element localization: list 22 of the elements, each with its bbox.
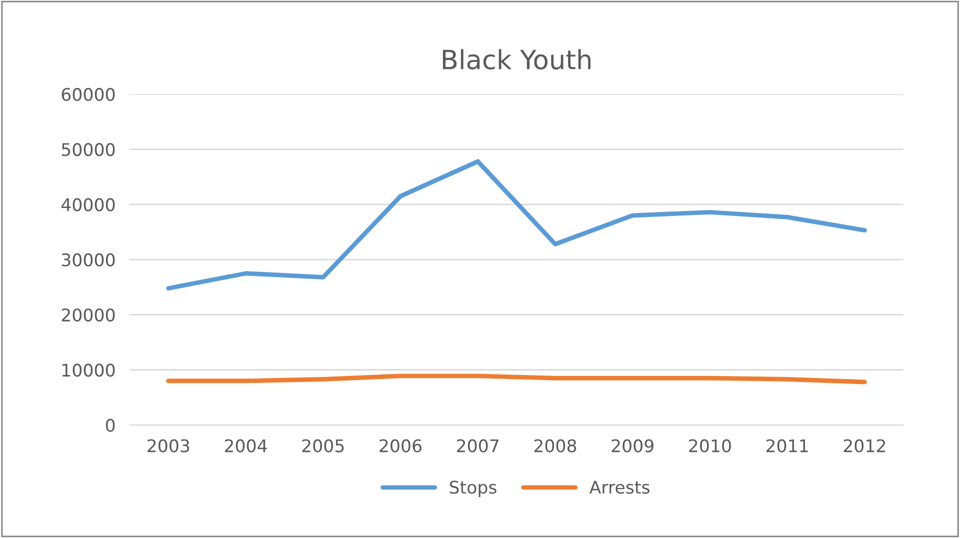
line-series <box>166 374 867 384</box>
x-tick-label: 2006 <box>380 439 422 452</box>
chart-title: Black Youth <box>442 49 590 70</box>
x-tick-label: 2003 <box>148 439 190 452</box>
legend-label: Arrests <box>589 480 650 494</box>
y-tick-label: 20000 <box>62 308 115 322</box>
x-tick-label: 2011 <box>766 439 808 452</box>
x-tick-label: 2008 <box>534 439 576 452</box>
line-series <box>166 159 867 290</box>
y-tick-label: 0 <box>106 418 115 432</box>
y-tick-label: 60000 <box>62 88 115 101</box>
y-tick-label: 40000 <box>61 198 115 212</box>
x-tick-label: 2009 <box>612 439 654 452</box>
legend-label: Stops <box>450 480 496 498</box>
x-tick-label: 2012 <box>844 439 886 452</box>
x-tick-label: 2007 <box>457 439 498 452</box>
x-tick-label: 2005 <box>302 439 344 452</box>
y-tick-label: 30000 <box>62 253 115 266</box>
y-tick-label: 50000 <box>62 143 115 156</box>
x-tick-label: 2004 <box>224 439 267 452</box>
y-tick-label: 10000 <box>62 364 115 377</box>
x-tick-label: 2010 <box>689 439 731 452</box>
